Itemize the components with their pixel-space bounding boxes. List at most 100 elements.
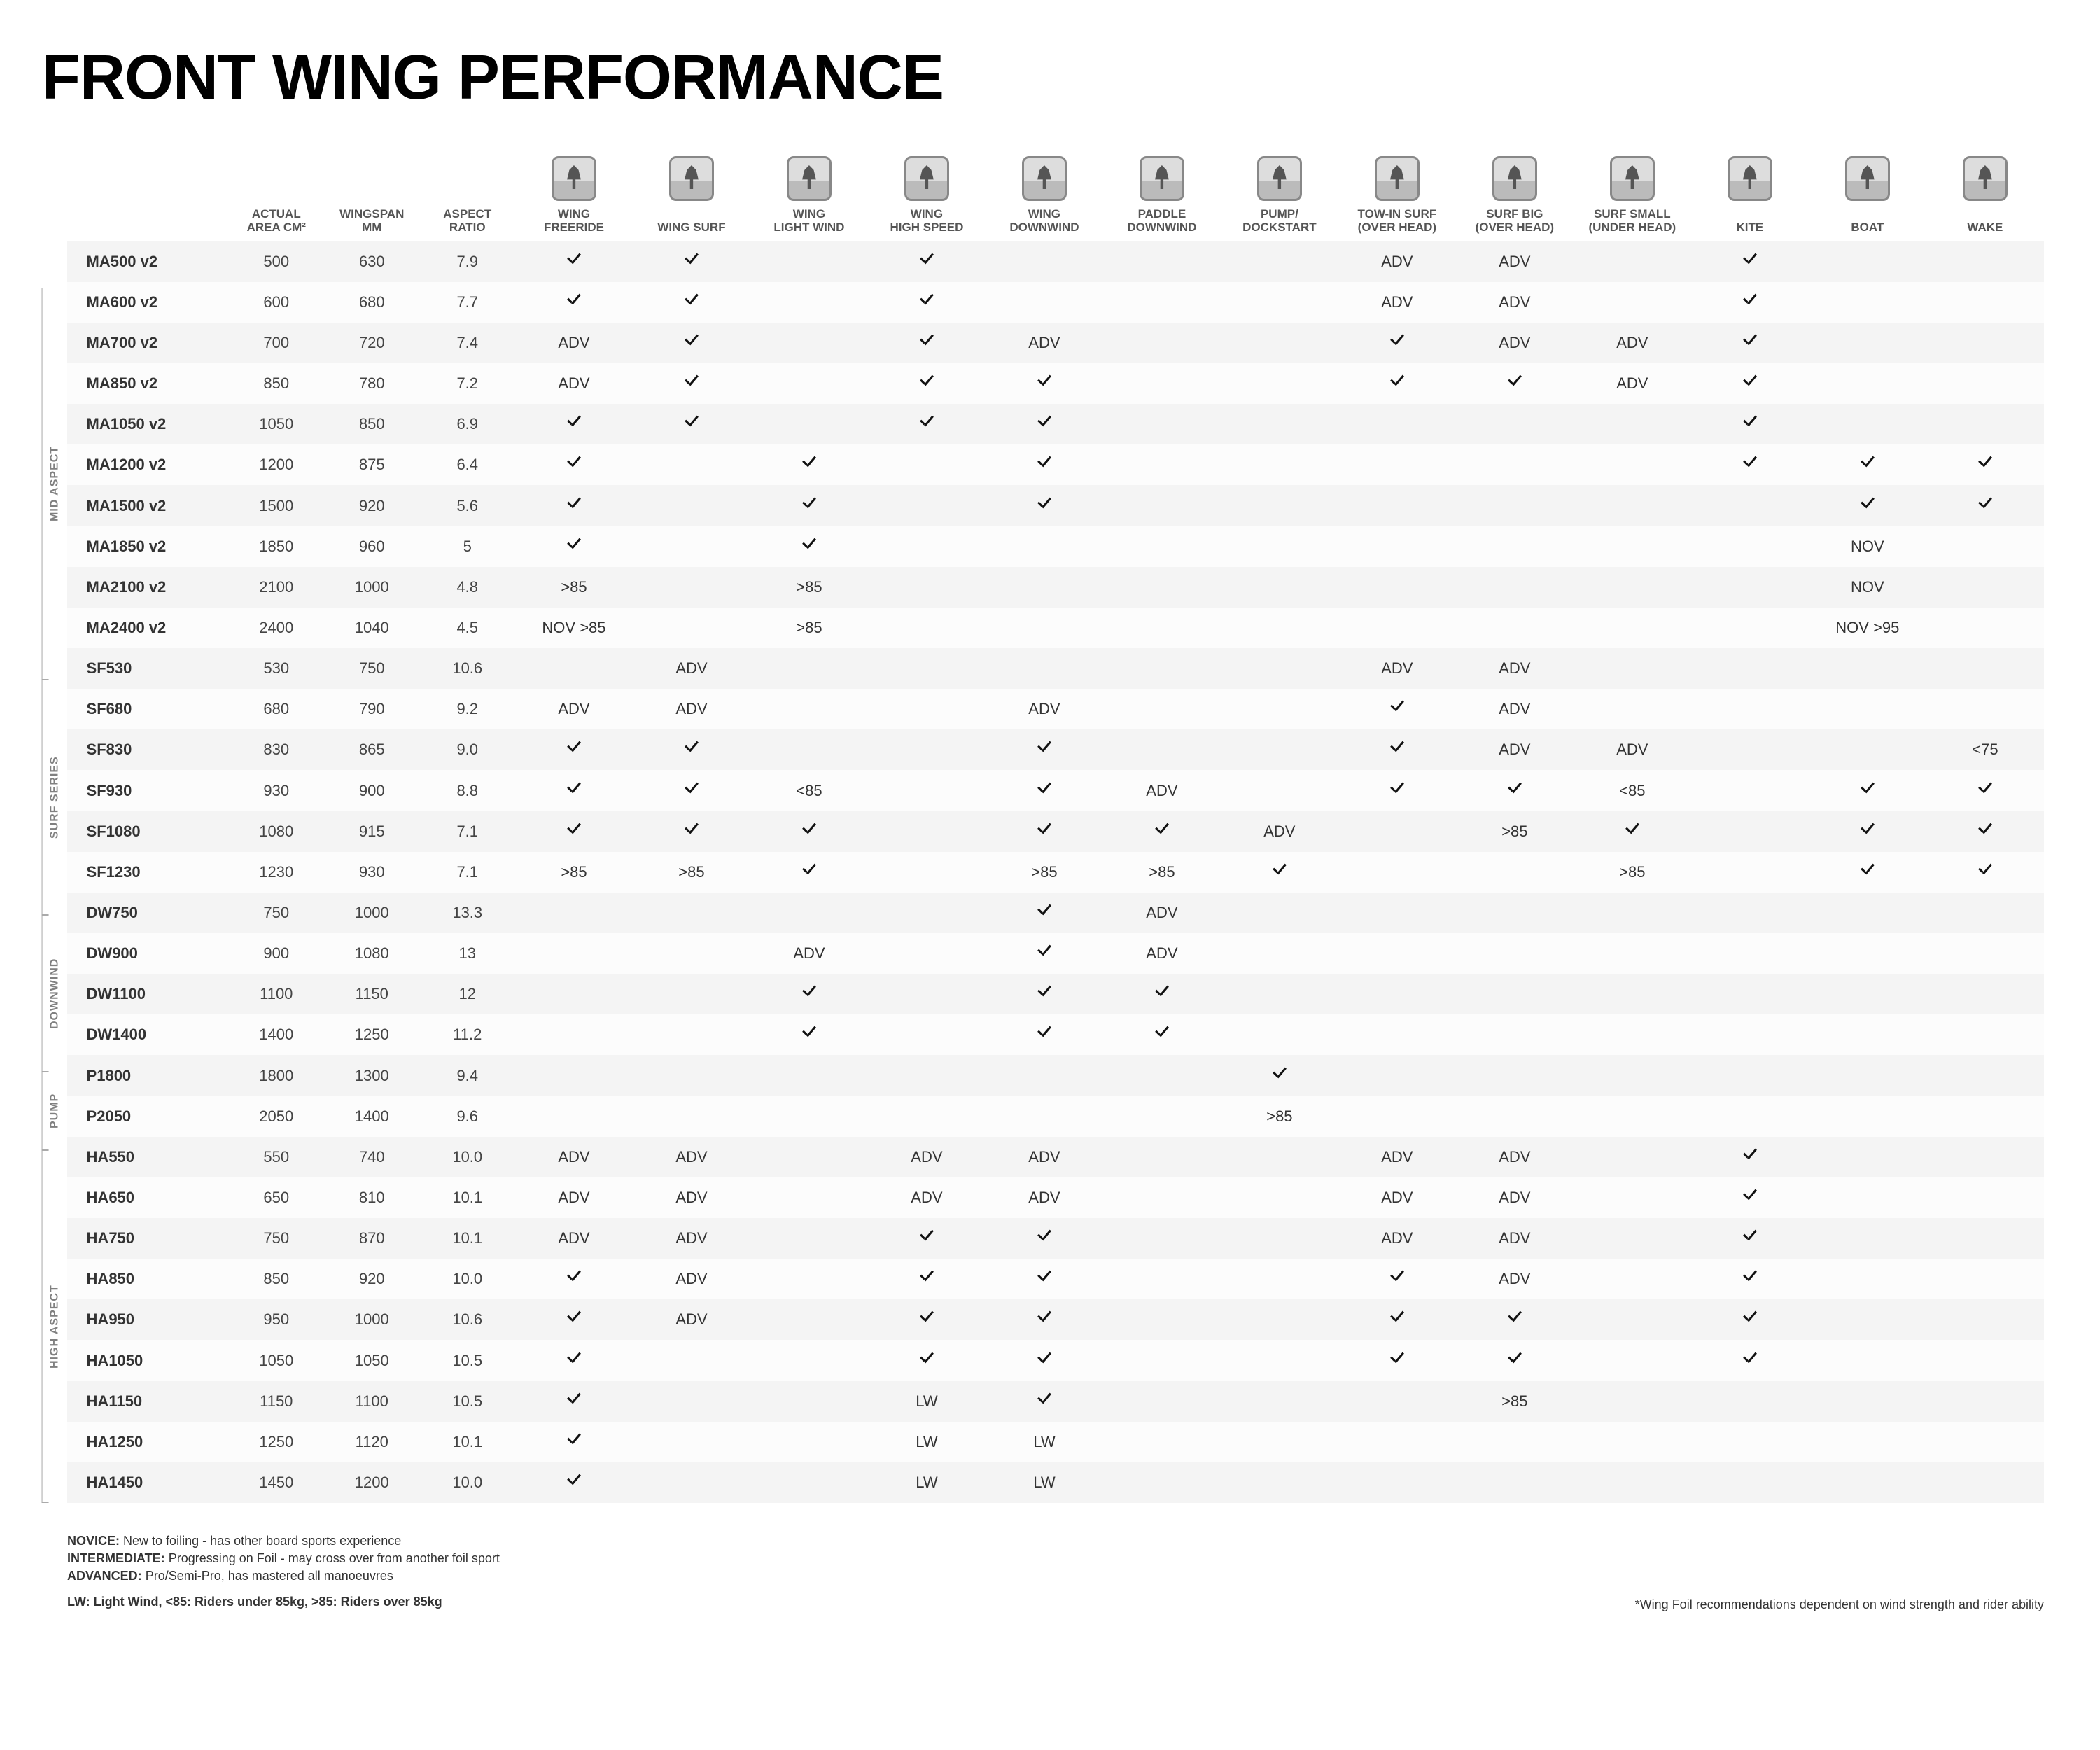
discipline-icon [1691,156,1809,207]
disc-cell [1691,852,1809,892]
discipline-header: BOAT [1809,207,1926,241]
wing-name: MA1050 v2 [67,404,229,444]
check-icon [918,332,936,350]
table-row: HA12501250112010.1LWLW [67,1422,2044,1462]
disc-cell [1691,1137,1809,1177]
disc-cell [1926,363,2044,404]
legend-advanced-term: ADVANCED: [67,1569,142,1583]
disc-cell [1574,1462,1691,1503]
table-row: P1800180013009.4 [67,1055,2044,1096]
disc-cell [515,770,633,811]
check-icon [1741,1268,1759,1286]
disc-cell [986,892,1103,933]
disc-cell [1456,852,1574,892]
disc-cell: ADV [986,1177,1103,1218]
check-icon [1388,738,1406,757]
disc-cell: ADV [986,689,1103,729]
disc-cell: <75 [1926,729,2044,770]
disc-cell [633,404,750,444]
disc-cell: ADV [986,323,1103,363]
disc-cell [1338,974,1456,1014]
check-icon [800,861,818,879]
disc-cell: >85 [1103,852,1221,892]
disc-cell [750,1299,868,1340]
header-label-row: ACTUALAREA CM²WINGSPANMMASPECTRATIOWINGF… [67,207,2044,241]
wing-name: MA700 v2 [67,323,229,363]
table-row: MA700 v27007207.4ADVADVADVADV [67,323,2044,363]
disc-cell [633,567,750,608]
check-icon [1035,372,1054,391]
table-wrap: MID ASPECTSURF SERIESDOWNWINDPUMPHIGH AS… [42,156,2044,1503]
disc-cell [1574,1096,1691,1137]
disc-cell [986,241,1103,282]
discipline-icon [1338,156,1456,207]
check-icon [918,413,936,431]
disc-cell: ADV [515,363,633,404]
spec-value: 600 [229,282,324,323]
disc-cell [1103,811,1221,852]
disc-cell [1103,1096,1221,1137]
disc-cell [1926,282,2044,323]
wing-name: HA1050 [67,1340,229,1380]
disc-cell [1103,241,1221,282]
spec-value: 7.1 [420,811,515,852]
disc-cell [750,1381,868,1422]
disc-cell [1338,444,1456,485]
group-label: HIGH ASPECT [42,1150,67,1503]
disc-cell: ADV [1456,648,1574,689]
check-icon [1976,495,1994,513]
disc-cell [1221,282,1338,323]
spec-value: 650 [229,1177,324,1218]
disc-cell [1926,811,2044,852]
disc-cell [515,241,633,282]
disc-cell [1691,241,1809,282]
disc-cell [1926,241,2044,282]
disc-cell [750,892,868,933]
disc-cell [633,241,750,282]
disc-cell [1456,1422,1574,1462]
spec-value: 1050 [229,1340,324,1380]
disc-cell [515,1096,633,1137]
wing-name: MA500 v2 [67,241,229,282]
disc-cell: ADV [1338,241,1456,282]
disc-cell [1691,1422,1809,1462]
wing-name: MA1500 v2 [67,485,229,526]
check-icon [565,1308,583,1326]
spec-value: 7.1 [420,852,515,892]
spec-value: 680 [229,689,324,729]
discipline-header: TOW-IN SURF(OVER HEAD) [1338,207,1456,241]
sport-icon [1022,156,1067,201]
disc-cell [1926,1422,2044,1462]
disc-cell: NOV >85 [515,608,633,648]
disc-cell [1103,974,1221,1014]
discipline-icon [1574,156,1691,207]
disc-cell [1574,526,1691,567]
disc-cell [633,444,750,485]
disc-cell [1574,1014,1691,1055]
disc-cell [1926,1177,2044,1218]
disc-cell [1574,1340,1691,1380]
disc-cell [986,648,1103,689]
disc-cell [515,1340,633,1380]
spec-value: 9.2 [420,689,515,729]
disc-cell [1456,567,1574,608]
wing-name: MA1850 v2 [67,526,229,567]
disc-cell [868,1014,986,1055]
spec-value: 9.6 [420,1096,515,1137]
disc-cell [1574,1177,1691,1218]
sport-icon [904,156,949,201]
spec-header: ASPECTRATIO [420,207,515,241]
spec-value: 1000 [324,1299,419,1340]
disc-cell: >85 [1221,1096,1338,1137]
check-icon [800,820,818,839]
disc-cell: ADV [1338,648,1456,689]
disc-cell [1338,485,1456,526]
spec-value: 9.4 [420,1055,515,1096]
spec-value: 1850 [229,526,324,567]
spec-value: 1000 [324,892,419,933]
disc-cell [1809,933,1926,974]
disc-cell: >85 [750,567,868,608]
check-icon [1741,1350,1759,1368]
disc-cell [1809,1096,1926,1137]
disc-cell [515,974,633,1014]
